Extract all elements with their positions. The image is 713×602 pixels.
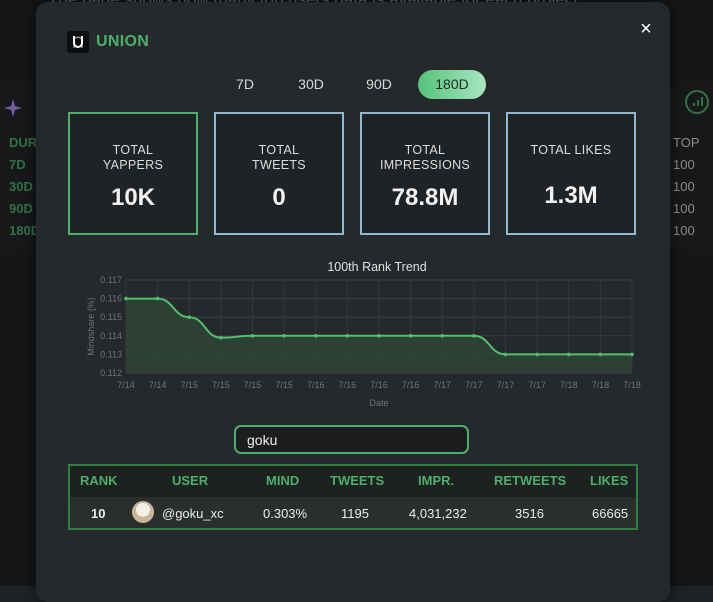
top-cell: 100: [673, 223, 695, 238]
chart-toggle-icon[interactable]: [685, 90, 709, 114]
stat-label: TOTAL YAPPERS: [102, 143, 164, 172]
data-point: [535, 352, 539, 357]
duration-cell: 180D: [9, 223, 41, 238]
stat-total-impressions: TOTAL IMPRESSIONS 78.8M: [360, 112, 490, 235]
top-cell: 100: [673, 179, 695, 194]
x-tick-label: 7/16: [307, 380, 325, 390]
user-cell: @goku_xc: [162, 506, 224, 521]
x-tick-label: 7/18: [623, 380, 641, 390]
tab-180d[interactable]: 180D: [418, 70, 486, 99]
data-point: [566, 352, 571, 357]
x-tick-label: 7/15: [244, 380, 262, 390]
x-tick-label: 7/18: [560, 380, 578, 390]
tweets-cell: 1195: [341, 506, 369, 521]
data-point: [408, 334, 413, 338]
x-tick-label: 7/17: [465, 380, 483, 390]
table-row[interactable]: 10 @goku_xc 0.303% 1195 4,031,232 3516 6…: [70, 497, 636, 528]
column-header-tweets: TWEETS: [330, 473, 385, 488]
data-point: [187, 315, 192, 319]
y-tick-label: 0.114: [100, 331, 122, 341]
project-logo-icon: [3, 98, 23, 118]
data-point: [219, 335, 223, 340]
data-point: [598, 352, 603, 357]
duration-cell: 30D: [9, 179, 33, 194]
close-button[interactable]: ×: [640, 18, 652, 40]
duration-cell: 90D: [9, 201, 33, 216]
x-tick-label: 7/16: [402, 380, 420, 390]
x-tick-label: 7/16: [339, 380, 357, 390]
union-logo-icon: [67, 31, 89, 53]
tab-7d[interactable]: 7D: [236, 76, 254, 92]
y-tick-label: 0.116: [100, 294, 122, 304]
project-modal: × UNION 7D 30D 90D 180D TOTAL YAPPERS 10…: [36, 2, 670, 602]
x-tick-label: 7/16: [370, 380, 388, 390]
column-header-rank: RANK: [80, 473, 118, 488]
x-tick-label: 7/14: [149, 380, 167, 390]
x-tick-label: 7/15: [180, 380, 198, 390]
chart-title: 100th Rank Trend: [327, 260, 426, 274]
search-input[interactable]: [234, 425, 469, 454]
data-point: [377, 334, 381, 338]
x-tick-label: 7/17: [528, 380, 546, 390]
stat-label: TOTAL IMPRESSIONS: [379, 143, 471, 172]
top-cell: 100: [673, 201, 695, 216]
y-axis-label: Mindshare (%): [86, 297, 96, 356]
mind-cell: 0.303%: [263, 506, 308, 521]
data-point: [472, 334, 476, 338]
duration-cell: 7D: [9, 157, 26, 172]
data-point: [630, 352, 634, 357]
modal-title: UNION: [96, 33, 150, 50]
data-point: [503, 352, 508, 357]
data-point: [345, 334, 350, 338]
data-point: [313, 334, 318, 338]
stat-total-yappers: TOTAL YAPPERS 10K: [68, 112, 198, 235]
modal-header: UNION: [67, 31, 149, 53]
rank-trend-chart-svg: 100th Rank Trend 0.117 0.116 0.115 0.114 0.11…: [86, 260, 641, 408]
stat-label: TOTAL TWEETS: [252, 143, 306, 172]
x-tick-label: 7/14: [117, 380, 135, 390]
background-top-column: TOP 100 100 100 100: [673, 132, 700, 242]
stat-total-likes: TOTAL LIKES 1.3M: [506, 112, 636, 235]
stat-value: 1.3M: [544, 182, 598, 209]
top-cell: 100: [673, 157, 695, 172]
x-tick-label: 7/17: [433, 380, 451, 390]
user-results-table: RANK USER MIND TWEETS IMPR. RETWEETS LIK…: [68, 464, 638, 530]
impressions-cell: 4,031,232: [409, 506, 467, 521]
top-header: TOP: [673, 135, 700, 150]
data-point: [124, 296, 128, 301]
avatar: [132, 501, 154, 523]
stat-value: 78.8M: [391, 184, 459, 211]
rank-cell: 10: [91, 506, 106, 521]
data-point: [155, 296, 160, 301]
x-axis-label: Date: [369, 398, 388, 408]
y-tick-label: 0.115: [100, 312, 122, 322]
stat-value: 0: [272, 184, 286, 211]
column-header-likes: LIKES: [590, 473, 629, 488]
stat-label: TOTAL LIKES: [530, 143, 612, 157]
tab-30d[interactable]: 30D: [298, 76, 324, 92]
stat-value: 10K: [110, 184, 156, 211]
y-tick-label: 0.113: [100, 349, 122, 359]
time-range-tabs: 7D 30D 90D 180D: [220, 70, 490, 99]
x-tick-label: 7/15: [275, 380, 293, 390]
y-tick-label: 0.112: [100, 368, 122, 378]
retweets-cell: 3516: [515, 506, 544, 521]
stat-total-tweets: TOTAL TWEETS 0: [214, 112, 344, 235]
x-tick-label: 7/17: [497, 380, 515, 390]
column-header-mind: MIND: [266, 473, 300, 488]
column-header-impressions: IMPR.: [418, 473, 455, 488]
x-tick-label: 7/15: [212, 380, 230, 390]
column-header-retweets: RETWEETS: [494, 473, 567, 488]
rank-trend-chart: 100th Rank Trend 0.117 0.116 0.115 0.114 0.11…: [66, 254, 646, 414]
background-duration-column: DURA 7D 30D 90D 180D: [9, 132, 47, 242]
likes-cell: 66665: [592, 506, 629, 521]
data-point: [282, 334, 286, 338]
y-tick-label: 0.117: [100, 275, 122, 285]
data-point: [250, 334, 255, 338]
tab-90d[interactable]: 90D: [366, 76, 392, 92]
column-header-user: USER: [172, 473, 209, 488]
data-point: [440, 334, 445, 338]
x-tick-label: 7/18: [592, 380, 610, 390]
